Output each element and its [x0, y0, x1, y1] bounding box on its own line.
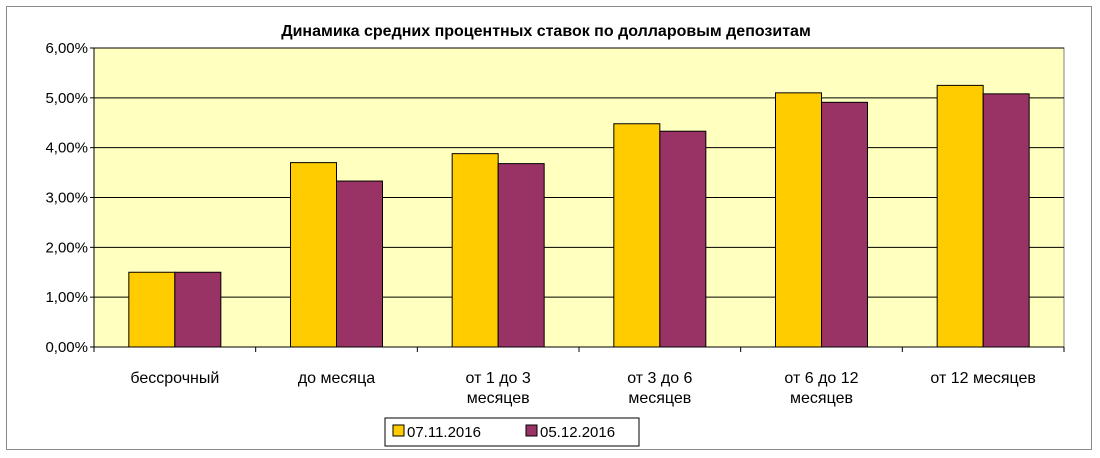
legend-box [384, 417, 640, 447]
bar [336, 180, 383, 348]
bar [451, 153, 499, 348]
bar [821, 101, 868, 348]
bar [497, 163, 545, 348]
y-tick-label: 4,00% [45, 140, 88, 157]
legend-swatch [392, 424, 405, 437]
y-tick-label: 6,00% [45, 40, 88, 57]
bar [128, 271, 176, 348]
chart-title: Динамика средних процентных ставок по до… [281, 23, 811, 40]
bar [613, 123, 661, 348]
x-category-label: от 6 до 12 месяцев [784, 370, 858, 407]
x-category-label: бессрочный [130, 370, 219, 387]
legend-swatch [525, 424, 538, 437]
y-tick-label: 3,00% [45, 190, 88, 207]
bar [936, 84, 984, 348]
y-tick-label: 5,00% [45, 90, 88, 107]
legend-label: 07.11.2016 [407, 424, 481, 441]
x-category-label: от 1 до 3 месяцев [466, 370, 531, 407]
legend: 07.11.2016 05.12.2016 [384, 417, 640, 447]
y-tick-label: 0,00% [45, 339, 88, 356]
bar [290, 162, 337, 348]
legend-label: 05.12.2016 [540, 424, 615, 441]
bar [775, 92, 822, 348]
bar [174, 271, 222, 348]
x-category-label: до месяца [298, 370, 375, 387]
x-category-label: от 3 до 6 месяцев [627, 370, 692, 407]
y-tick-label: 1,00% [45, 289, 88, 306]
bar [982, 93, 1030, 348]
y-tick-label: 2,00% [45, 239, 88, 256]
x-category-label: от 12 месяцев [930, 370, 1036, 387]
bar [659, 130, 707, 348]
